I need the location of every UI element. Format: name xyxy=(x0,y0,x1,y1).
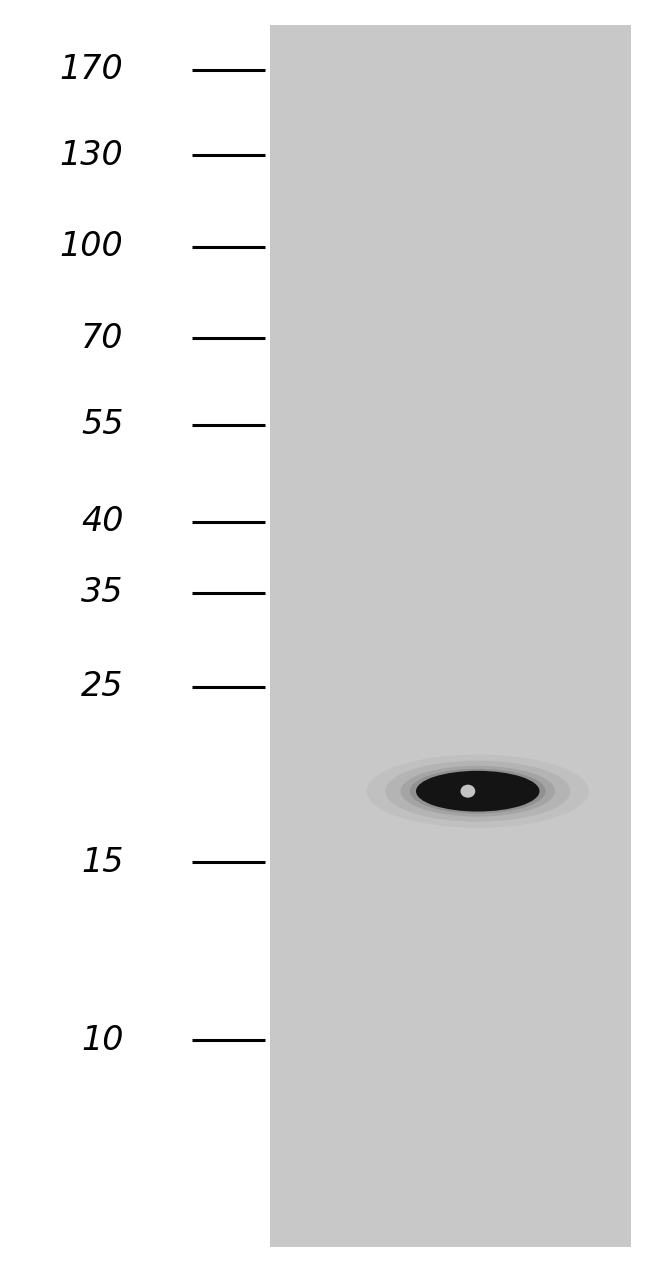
Ellipse shape xyxy=(400,766,555,817)
Text: 130: 130 xyxy=(60,139,124,172)
Text: 70: 70 xyxy=(81,322,124,355)
Ellipse shape xyxy=(367,754,589,828)
Text: 170: 170 xyxy=(60,53,124,86)
Ellipse shape xyxy=(410,768,545,814)
Text: 100: 100 xyxy=(60,230,124,263)
Text: 40: 40 xyxy=(81,505,124,538)
Text: 35: 35 xyxy=(81,576,124,609)
Text: 25: 25 xyxy=(81,670,124,703)
Text: 15: 15 xyxy=(81,846,124,879)
Text: 10: 10 xyxy=(81,1024,124,1057)
Ellipse shape xyxy=(385,761,571,822)
Bar xyxy=(270,25,630,1247)
Ellipse shape xyxy=(416,771,540,812)
Ellipse shape xyxy=(460,785,475,798)
Text: 55: 55 xyxy=(81,408,124,441)
